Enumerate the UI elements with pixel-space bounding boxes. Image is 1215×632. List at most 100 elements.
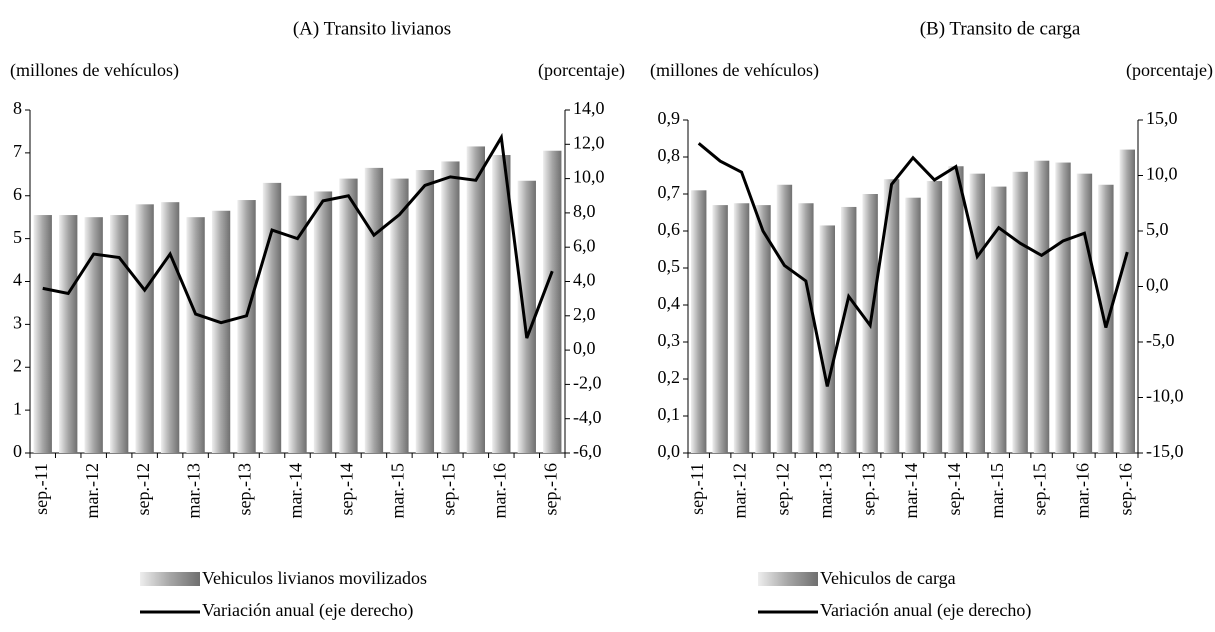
x-tick-label: mar.-15 (987, 463, 1007, 519)
bar (313, 191, 333, 453)
chart-title: (B) Transito de carga (920, 18, 1081, 39)
y-tick-label: 6 (13, 184, 22, 204)
y2-tick-label: 10,0 (573, 167, 605, 187)
bar (1119, 149, 1135, 453)
y2-tick-label: -6,0 (573, 441, 602, 461)
bar (926, 181, 943, 454)
bar (186, 217, 205, 453)
bar (819, 225, 835, 453)
y-axis-title: (millones de vehículos) (650, 60, 819, 81)
y2-tick-label: -5,0 (1146, 330, 1175, 350)
legend-swatch (140, 572, 200, 586)
legend-label: Variación anual (eje derecho) (820, 600, 1031, 621)
y-tick-label: 7 (13, 141, 22, 161)
bar (841, 206, 857, 453)
bar (755, 205, 771, 453)
x-tick-label: mar.-16 (1073, 463, 1093, 519)
bar (798, 203, 814, 453)
x-tick-label: sep.-15 (438, 463, 458, 516)
y2-tick-label: 8,0 (573, 201, 596, 221)
y-tick-label: 2 (13, 355, 22, 375)
y2-tick-label: 5,0 (1146, 219, 1169, 239)
bar (948, 166, 964, 453)
x-tick-label: mar.-16 (489, 463, 509, 519)
x-tick-label: sep.-13 (858, 463, 878, 516)
x-tick-label: sep.-12 (773, 463, 793, 516)
bar (1098, 184, 1114, 453)
legend-swatch (758, 572, 818, 586)
y2-tick-label: 0,0 (1146, 275, 1169, 295)
y2-tick-label: -2,0 (573, 373, 602, 393)
legend-label: Vehiculos livianos movilizados (202, 568, 427, 588)
line (42, 132, 554, 339)
x-tick-label: mar.-14 (286, 463, 306, 519)
bar (415, 170, 435, 453)
y2-tick-label: 6,0 (573, 235, 596, 255)
bar (492, 155, 511, 454)
x-tick-label: sep.-14 (337, 463, 357, 516)
line (697, 142, 1129, 387)
bar (33, 215, 52, 453)
bar (776, 184, 793, 453)
chart-title: (A) Transito livianos (293, 18, 451, 39)
x-tick-label: sep.-16 (540, 463, 560, 516)
bar (390, 178, 409, 453)
x-tick-label: mar.-13 (815, 463, 835, 519)
y2-tick-label: 15,0 (1146, 108, 1178, 128)
y-tick-label: 0,5 (658, 256, 681, 276)
y-tick-label: 1 (13, 398, 22, 418)
bar (691, 190, 707, 454)
x-tick-label: sep.-11 (687, 463, 707, 515)
bar (543, 150, 562, 453)
y2-tick-label: 10,0 (1146, 164, 1178, 184)
x-tick-label: mar.-12 (730, 463, 750, 519)
y-tick-label: 5 (13, 227, 22, 247)
y2-axis-title: (porcentaje) (1126, 60, 1213, 81)
x-tick-label: sep.-15 (1030, 463, 1050, 516)
y2-axis-title: (porcentaje) (538, 60, 625, 81)
x-tick-label: sep.-16 (1115, 463, 1135, 516)
y-tick-label: 0,4 (658, 293, 681, 313)
y-tick-label: 0,1 (658, 404, 681, 424)
bar (1033, 160, 1050, 453)
bar (262, 182, 282, 453)
x-tick-label: sep.-11 (31, 463, 51, 515)
x-tick-label: mar.-14 (901, 463, 921, 519)
bar (466, 146, 486, 453)
y-tick-label: 0,3 (658, 330, 681, 350)
bar (969, 173, 985, 453)
bar (109, 215, 129, 453)
legend-label: Vehiculos de carga (820, 568, 956, 588)
bar (712, 205, 728, 453)
y-tick-label: 0 (13, 441, 22, 461)
y2-tick-label: -4,0 (573, 407, 602, 427)
bar (84, 217, 103, 453)
bar (59, 215, 78, 453)
bar (517, 180, 536, 453)
y-axis-title: (millones de vehículos) (10, 60, 179, 81)
y-tick-label: 0,7 (658, 182, 681, 202)
y-tick-label: 4 (13, 270, 22, 290)
bar (160, 202, 180, 453)
bar (1076, 173, 1093, 453)
x-tick-label: mar.-15 (388, 463, 408, 519)
y2-tick-label: -15,0 (1146, 441, 1184, 461)
y-tick-label: 0,2 (658, 367, 681, 387)
y-tick-label: 8 (13, 98, 22, 118)
bar (1055, 162, 1071, 454)
x-tick-label: mar.-12 (82, 463, 102, 519)
x-tick-label: sep.-13 (235, 463, 255, 516)
x-tick-label: sep.-14 (944, 463, 964, 516)
bar (288, 195, 307, 453)
y-tick-label: 3 (13, 313, 22, 333)
y-tick-label: 0,0 (658, 441, 681, 461)
bar (883, 179, 900, 453)
y-tick-label: 0,8 (658, 145, 681, 165)
y-tick-label: 0,6 (658, 219, 681, 239)
bar (905, 197, 921, 453)
bar (441, 161, 460, 453)
legend-label: Variación anual (eje derecho) (202, 600, 413, 621)
bar (135, 204, 154, 453)
y-tick-label: 0,9 (658, 108, 681, 128)
